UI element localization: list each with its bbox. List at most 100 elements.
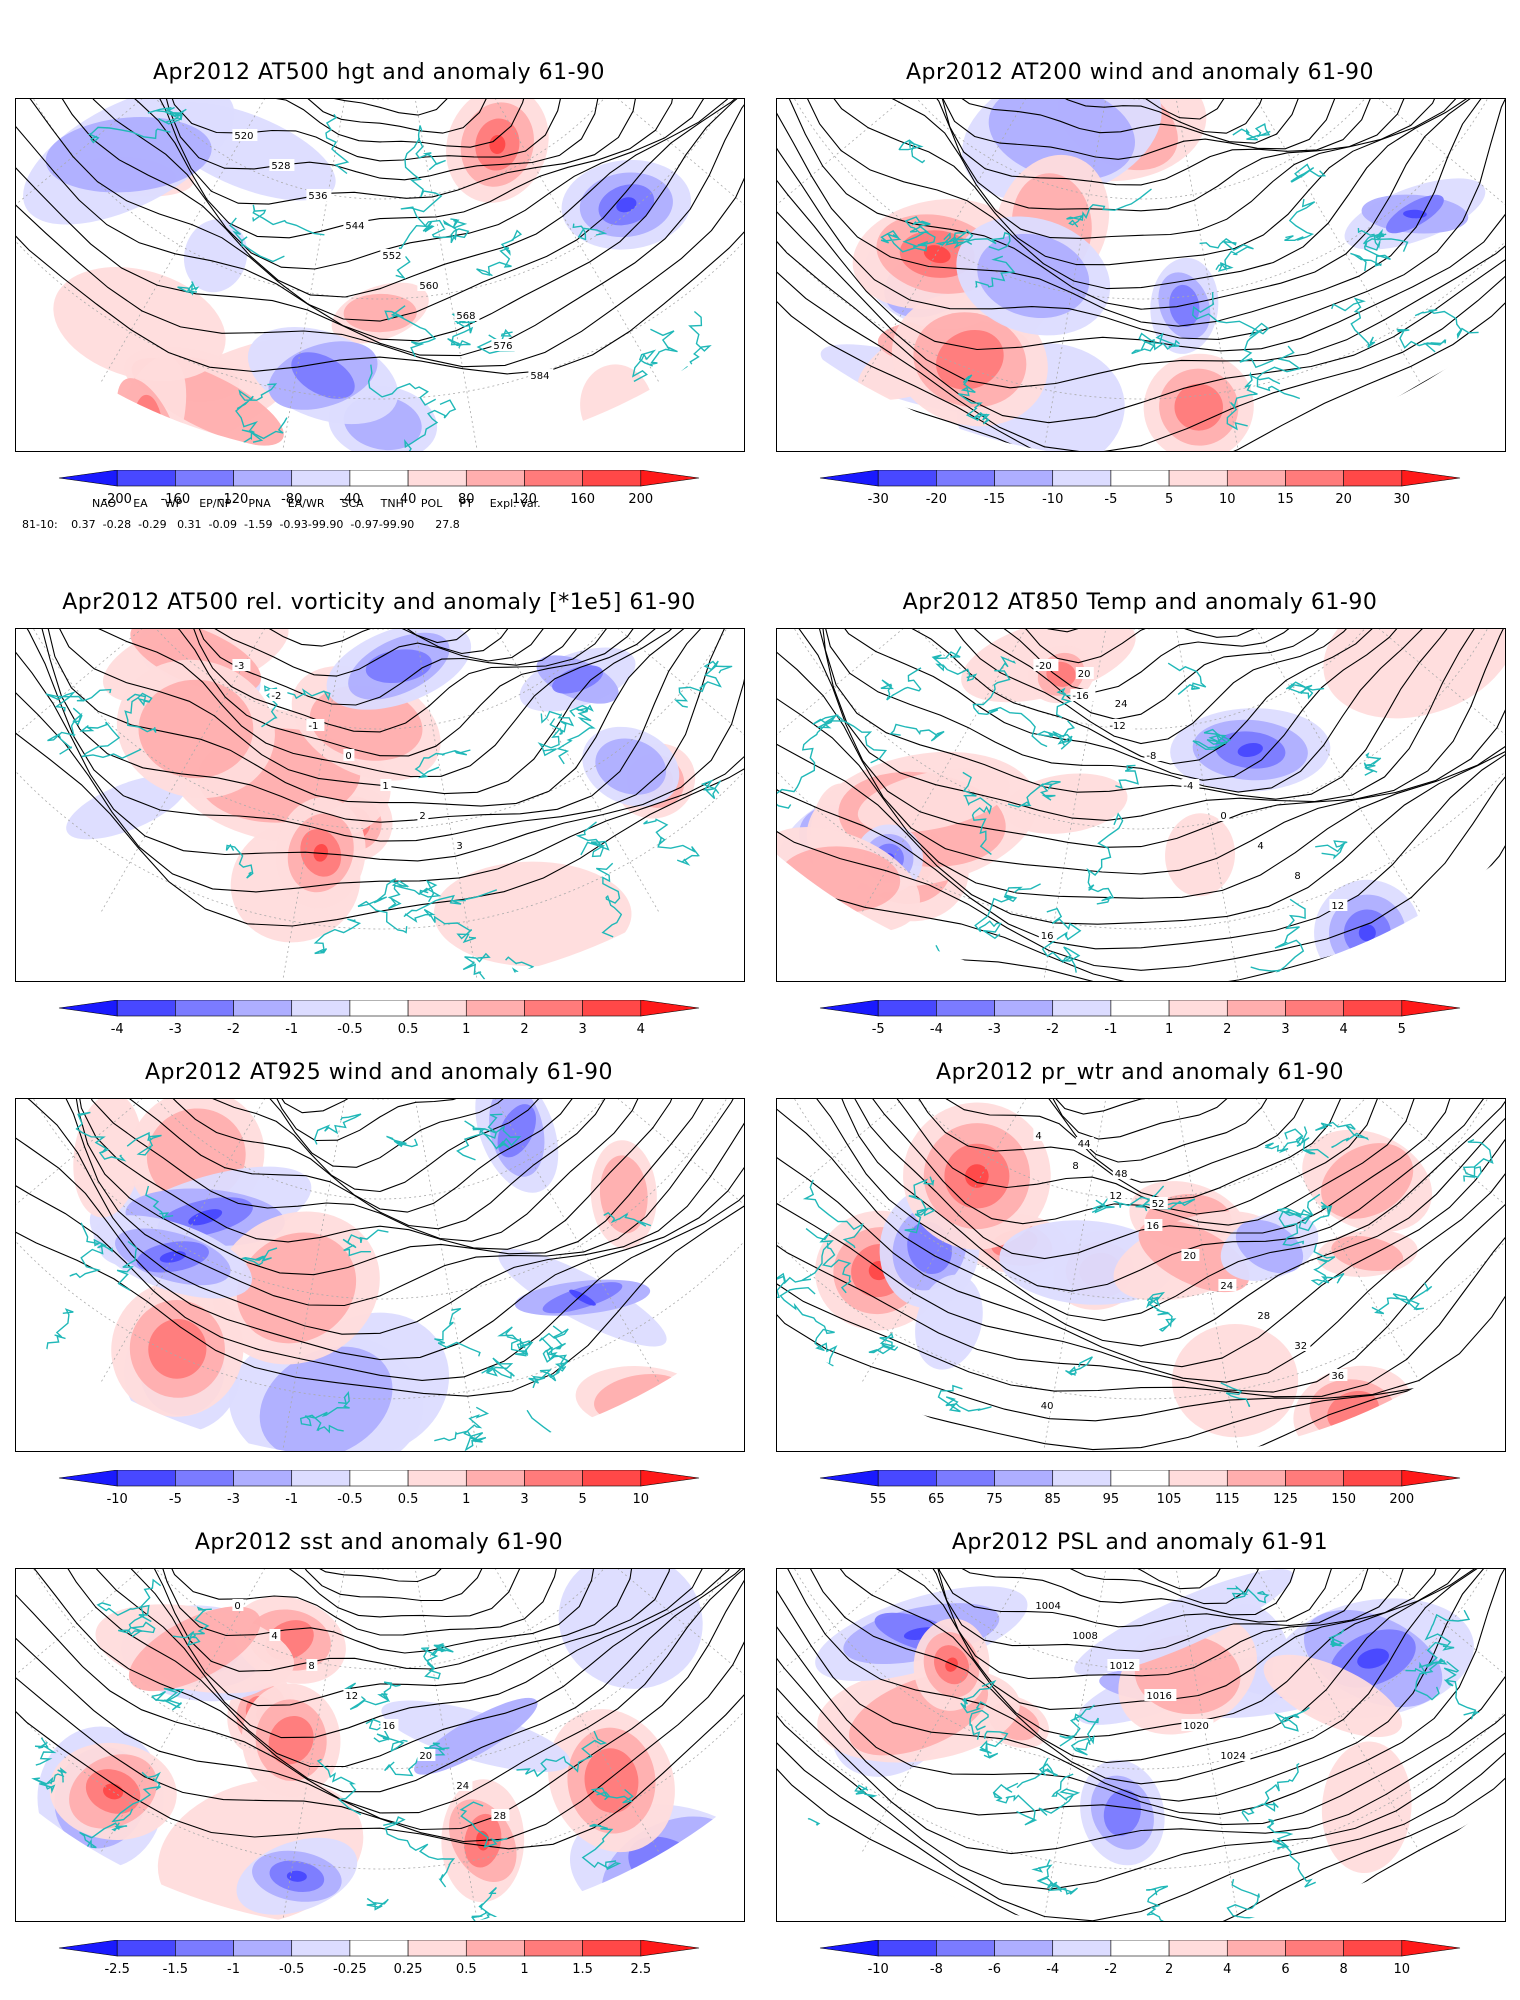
index-name: SCA (341, 497, 364, 510)
coastline (590, 1787, 634, 1804)
negative-anomaly-shade (183, 219, 248, 293)
colorbar-segment (1401, 1469, 1461, 1487)
colorbar-segment (582, 469, 642, 487)
coastline (229, 217, 285, 263)
contour-line (777, 629, 1505, 848)
coastline (1350, 227, 1391, 272)
colorbar-segment (349, 999, 409, 1017)
colorbar-tick-label: -5 (1104, 492, 1117, 507)
index-name: EP/NP (199, 497, 232, 510)
coastline (1232, 123, 1271, 141)
colorbar-segment (58, 1469, 118, 1487)
colorbar-tick-label: -10 (107, 1492, 128, 1507)
contour-line (110, 1569, 657, 1654)
colorbar-segment (1052, 469, 1112, 487)
contour-line (858, 99, 1414, 186)
negative-anomaly-shade (291, 352, 355, 399)
map-area: 0 4 8 12 16 20 24 28 (15, 1568, 745, 1922)
coastline (700, 779, 722, 800)
colorbar-tick-label: 4 (637, 1022, 645, 1037)
map-panel-4: Apr2012 AT850 Temp and anomaly 61-90 -20-… (776, 590, 1506, 1050)
contour-label: -12 (1109, 721, 1125, 732)
contour-label: 44 (1078, 1139, 1091, 1150)
colorbar-tick-label: 30 (1394, 492, 1411, 507)
colorbar-tick-label: -5 (872, 1022, 885, 1037)
contour-line (129, 99, 640, 162)
colorbar-segment (291, 1469, 351, 1487)
coastline (1315, 1121, 1370, 1148)
contour-label: 36 (1331, 1371, 1344, 1382)
coastline (927, 944, 963, 981)
index-row-values: 0.37 -0.28 -0.29 0.31 -0.09 -1.59 -0.93-… (71, 518, 460, 531)
contour-line (16, 629, 744, 862)
contour-line (777, 99, 1505, 310)
coastline (937, 1384, 992, 1413)
colorbar-segment (1285, 1939, 1344, 1957)
positive-anomaly-shade (53, 267, 226, 381)
colorbar-tick-label: -4 (1046, 1962, 1059, 1977)
coastline (342, 1229, 389, 1257)
colorbar-segment (1226, 999, 1286, 1017)
coastline (1363, 752, 1382, 776)
coastline (889, 723, 945, 742)
colorbar-segment (994, 469, 1054, 487)
colorbar-segment (877, 469, 937, 487)
colorbar-segment (349, 469, 409, 487)
colorbar-segment (1226, 469, 1286, 487)
contour-line (16, 99, 744, 298)
coastline (581, 1823, 622, 1871)
coastline (462, 952, 491, 981)
coastline (1284, 1128, 1329, 1159)
colorbar-tick-label: 120 (512, 492, 537, 507)
colorbar-segment (819, 1939, 879, 1957)
coastline (1396, 1405, 1437, 1434)
coastline (147, 106, 187, 125)
coastline (935, 231, 973, 249)
colorbar-segment (1401, 469, 1461, 487)
colorbar-segment (1285, 469, 1344, 487)
contour-line (16, 1099, 744, 1381)
coastline (674, 660, 733, 708)
coastline (880, 667, 922, 701)
coastline (969, 1709, 989, 1740)
map-panel-7: Apr2012 sst and anomaly 61-90 0 4 8 12 16 20 24… (15, 1530, 745, 1990)
coastline (404, 908, 477, 944)
contour-label: 48 (1115, 1169, 1128, 1180)
negative-anomaly-shade (654, 1856, 685, 1881)
coastline (383, 1816, 456, 1888)
coastline (476, 229, 523, 277)
colorbar-tick-label: -30 (868, 492, 889, 507)
contour-line (864, 1099, 1434, 1201)
coastline (111, 1771, 161, 1823)
contour-line (151, 629, 602, 677)
coastline (252, 204, 325, 236)
coastline (1065, 1356, 1093, 1376)
colorbar: -200 -160 -120 -80 -40 40 80 120 160 200 (15, 469, 743, 510)
contour-label: 28 (1257, 1311, 1270, 1322)
contour-line (837, 629, 1443, 745)
coastline (151, 1687, 185, 1711)
coastline (1408, 927, 1454, 978)
positive-anomaly-shade (923, 245, 951, 264)
negative-anomaly-shade (414, 1697, 538, 1775)
coastline (386, 1135, 419, 1148)
colorbar: -2.5 -1.5 -1 -0.5 -0.25 0.25 0.5 1 1.5 2.5 (15, 1939, 743, 1980)
coastline (403, 889, 498, 918)
index-row-label: 81-10: (22, 518, 58, 531)
colorbar-tick-label: -0.25 (333, 1962, 367, 1977)
coastline (631, 328, 678, 383)
index-name: TNH (380, 497, 404, 510)
coastline (1285, 1201, 1333, 1232)
colorbar-segment (994, 999, 1054, 1017)
colorbar-segment (116, 1469, 176, 1487)
contour-line (16, 1569, 744, 1843)
coastline (962, 771, 992, 855)
colorbar-tick-label: -3 (169, 1022, 182, 1037)
contour-line (790, 99, 1489, 266)
coastline (1220, 1382, 1251, 1408)
contour-line (150, 99, 622, 148)
colorbar-tick-label: 10 (633, 1492, 650, 1507)
colorbar-segment (58, 1939, 118, 1957)
contour-line (777, 99, 1505, 451)
coastline (1007, 780, 1061, 808)
